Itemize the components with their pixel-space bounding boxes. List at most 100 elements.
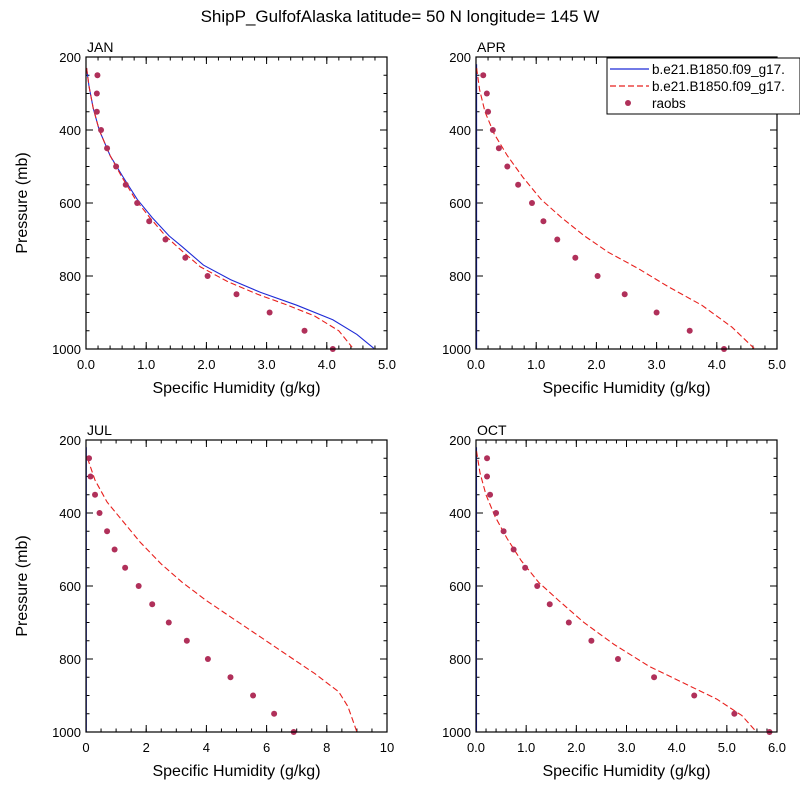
raobs-point (96, 510, 103, 516)
x-tick-label: 0.0 (77, 357, 95, 372)
raobs-point (651, 674, 658, 681)
y-tick-label: 600 (59, 196, 81, 211)
x-tick-label: 1.0 (137, 357, 155, 372)
x-tick-label: 3.0 (258, 357, 276, 372)
plot-frame (475, 439, 778, 733)
raobs-point (487, 491, 494, 498)
x-tick-label: 5.0 (378, 357, 396, 372)
panel-apr: 0.0 1.0 2.0 3.0 4.0 5.0 200 400 600 800 1000 APR Spe… (442, 39, 786, 397)
raobs-point (93, 108, 100, 115)
raobs-point (98, 127, 105, 133)
raobs-point (483, 90, 490, 97)
raobs-point (614, 656, 621, 662)
raobs-point (572, 254, 579, 261)
legend-label: b.e21.B1850.f09_g17. (652, 79, 785, 94)
y-tick-label: 600 (449, 579, 471, 594)
raobs-point (515, 181, 522, 188)
x-axis-label: Specific Humidity (g/kg) (152, 763, 320, 780)
panel-jan: 0.0 1.0 2.0 3.0 4.0 5.0 200 400 600 800 1000 JAN Spe… (14, 39, 396, 397)
x-tick-label: 4.0 (708, 357, 726, 372)
raobs-point (484, 473, 491, 480)
raobs-point (104, 145, 111, 152)
raobs-point (149, 601, 156, 608)
panel-label: OCT (477, 422, 507, 438)
raobs-point (510, 546, 517, 553)
raobs-point (485, 108, 492, 115)
raobs-point (522, 564, 529, 571)
raobs-point (162, 236, 169, 243)
raobs-point (500, 528, 507, 535)
plot-frame (85, 56, 388, 350)
raobs-point (135, 583, 142, 589)
y-tick-label: 600 (59, 579, 81, 594)
raobs-point (528, 200, 535, 206)
raobs-point (111, 546, 118, 553)
y-tick-label: 1000 (52, 725, 81, 740)
raobs-point (134, 200, 141, 206)
x-axis-label: Specific Humidity (g/kg) (542, 380, 710, 397)
raobs-point (271, 710, 278, 717)
raobs-point (594, 273, 601, 279)
x-tick-label: 3.0 (648, 357, 666, 372)
y-axis-label: Pressure (mb) (14, 152, 31, 253)
model-dashed-line (86, 67, 353, 348)
raobs-point (92, 491, 99, 498)
raobs-point (182, 254, 189, 261)
x-tick-label: 3.0 (617, 740, 635, 755)
y-tick-label: 400 (449, 123, 471, 138)
x-tick-label: 4 (203, 740, 210, 755)
y-tick-label: 200 (449, 50, 471, 65)
legend-marker-dot (625, 100, 631, 106)
raobs-point (653, 309, 660, 316)
plot-frame (85, 439, 388, 733)
x-tick-label: 6 (263, 740, 270, 755)
y-tick-label: 800 (449, 269, 471, 284)
panel-oct: 0.0 1.0 2.0 3.0 4.0 5.0 6.0 200 400 600 800 1000 OCT… (442, 422, 786, 780)
raobs-point (565, 619, 572, 626)
y-tick-label: 600 (449, 196, 471, 211)
legend-label: raobs (652, 96, 686, 111)
raobs-point (686, 327, 693, 334)
x-tick-label: 0 (82, 740, 89, 755)
x-tick-label: 0.0 (467, 740, 485, 755)
x-axis-label: Specific Humidity (g/kg) (152, 380, 320, 397)
y-tick-label: 400 (59, 123, 81, 138)
raobs-point (546, 601, 553, 608)
raobs-point (93, 90, 100, 97)
raobs-point (301, 327, 308, 334)
raobs-point (165, 619, 172, 626)
raobs-point (87, 473, 94, 480)
panel-label: JUL (87, 422, 112, 438)
legend-label: b.e21.B1850.f09_g17. (652, 62, 785, 77)
raobs-point (484, 455, 491, 462)
legend: b.e21.B1850.f09_g17. b.e21.B1850.f09_g17.… (606, 57, 800, 115)
model-solid-line (86, 67, 375, 349)
y-tick-label: 800 (59, 652, 81, 667)
y-tick-label: 200 (449, 433, 471, 448)
y-tick-label: 200 (59, 433, 81, 448)
raobs-point (621, 291, 628, 298)
raobs-point (691, 692, 698, 699)
x-tick-label: 4.0 (318, 357, 336, 372)
raobs-point (227, 674, 234, 681)
x-tick-label: 4.0 (668, 740, 686, 755)
raobs-point (554, 236, 561, 243)
y-axis-label: Pressure (mb) (14, 535, 31, 636)
x-tick-label: 5.0 (718, 740, 736, 755)
x-tick-label: 2.0 (567, 740, 585, 755)
x-tick-label: 1.0 (527, 357, 545, 372)
y-tick-label: 400 (59, 506, 81, 521)
raobs-point (504, 163, 511, 170)
raobs-point (588, 637, 595, 644)
raobs-point (204, 273, 211, 279)
x-tick-label: 5.0 (768, 357, 786, 372)
raobs-point (204, 656, 211, 662)
raobs-point (493, 510, 500, 516)
panels: 0.0 1.0 2.0 3.0 4.0 5.0 200 400 600 800 1000 JAN Spe… (14, 39, 786, 780)
y-tick-label: 1000 (442, 725, 471, 740)
y-tick-label: 800 (449, 652, 471, 667)
model-dashed-line (475, 450, 757, 732)
raobs-point (122, 181, 129, 188)
raobs-point (250, 692, 257, 699)
